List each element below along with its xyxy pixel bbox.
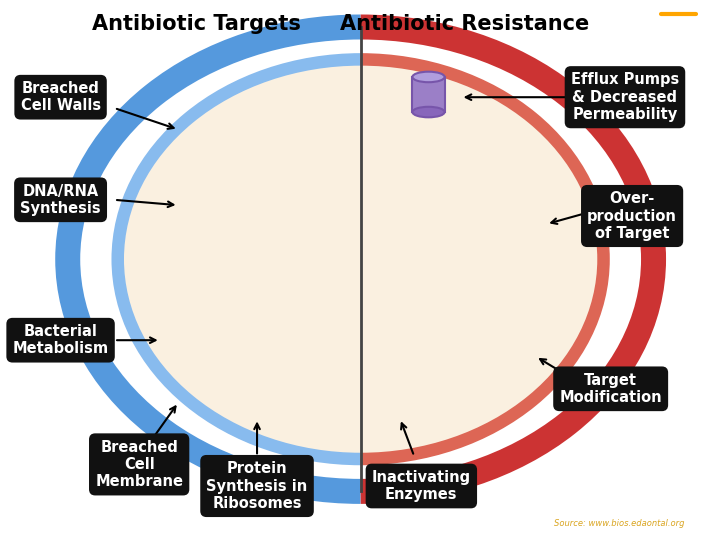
Text: Target
Modification: Target Modification [559,373,662,405]
Text: Antibiotic Resistance: Antibiotic Resistance [340,14,589,35]
Ellipse shape [68,27,654,491]
Bar [361,0,718,540]
Text: Breached
Cell Walls: Breached Cell Walls [20,81,101,113]
Ellipse shape [68,27,654,491]
Ellipse shape [413,72,444,82]
Text: DNA/RNA
Synthesis: DNA/RNA Synthesis [20,184,101,216]
Ellipse shape [118,59,603,459]
Text: Efflux Pumps
& Decreased
Permeability: Efflux Pumps & Decreased Permeability [571,72,679,122]
Bar [413,77,444,112]
Text: Protein
Synthesis in
Ribosomes: Protein Synthesis in Ribosomes [207,461,307,511]
Ellipse shape [413,107,444,117]
Text: Over-
production
of Target: Over- production of Target [588,191,677,241]
Text: Antibiotic Targets: Antibiotic Targets [92,14,301,35]
Text: Bacterial
Metabolism: Bacterial Metabolism [12,324,109,356]
Text: Inactivating
Enzymes: Inactivating Enzymes [372,470,471,502]
Bar [4,0,361,540]
Text: Source: www.bios.edaontal.org: Source: www.bios.edaontal.org [554,519,684,528]
Text: Breached
Cell
Membrane: Breached Cell Membrane [95,440,183,489]
